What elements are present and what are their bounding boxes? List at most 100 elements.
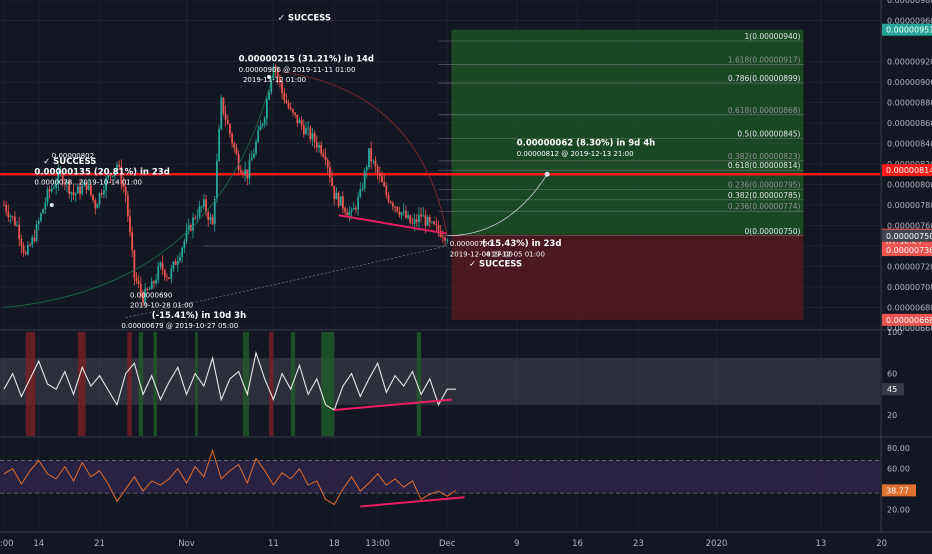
rsi-current-badge [882,383,904,396]
candle-body [400,212,403,216]
candle-body [315,141,318,148]
candle-body [389,201,392,204]
candle-body [29,245,31,246]
candle-body [172,261,175,269]
candle-body [163,270,166,277]
rsi-band [0,358,880,405]
candle-body [246,169,249,179]
candle-body [372,160,375,162]
candle-body [415,219,418,223]
candle-body [7,211,10,218]
candle-body [270,78,273,93]
candle-body [287,102,290,108]
date-axis-tick: 9 [514,539,519,549]
date-axis-tick: 2020 [706,539,728,549]
candle-body [96,204,99,209]
candle-body [5,205,8,212]
candle-body [168,277,171,279]
oscillator-axis-tick: 80.00 [887,444,910,453]
fib-level-label: 0.618(0.00000868) [728,106,801,115]
candle-body [365,167,368,171]
price-badge [882,229,932,242]
candle-body [153,281,155,284]
candle-body [200,206,203,208]
candle-body [9,216,12,218]
candle-body [437,225,440,231]
candle-body [224,113,227,120]
candle-body [289,107,292,110]
price-axis-tick: 0.00000800 [887,181,932,190]
candle-body [218,128,220,161]
candle-body [146,288,149,290]
price-badge-label: 0.00000668 [886,316,932,325]
candle-body [131,232,134,251]
candle-body [441,236,444,238]
candle-body [368,148,370,168]
candle-body [118,164,121,167]
candle-body [40,213,42,221]
trade-annotation: 0.00000812 @ 2019-12-13 21:00 [517,150,634,158]
candle-body [211,217,214,225]
candle-body [61,171,64,184]
candle-body [135,277,138,282]
candle-body [105,178,108,191]
rsi-axis-tick: 20 [887,411,897,420]
candle-body [292,109,294,113]
candle-body [328,167,331,178]
candle-body [159,262,162,267]
candle-body [157,266,160,281]
price-axis-tick: 0.00000720 [887,263,932,272]
candle-body [161,262,164,271]
fib-level-label: 0.382(0.00000823) [728,152,801,161]
candle-body [150,281,153,290]
candle-body [120,166,123,185]
candle-body [242,172,244,175]
price-axis-tick: 0.00000980 [887,0,932,5]
price-badge [882,164,932,177]
price-badge [882,313,932,326]
candle-body [16,224,18,226]
date-axis-tick: 23 [633,539,644,549]
trade-annotation: 0.0000078...2019-10-14 01:00 [34,179,142,187]
candle-body [109,174,112,176]
candle-body [324,156,327,160]
candle-body [244,169,247,175]
candle-body [26,245,29,255]
candle-body [216,160,218,200]
candle-body [257,130,260,142]
candle-body [307,127,310,129]
candle-body [148,289,151,291]
candle-body [370,148,373,162]
candle-body [344,208,346,213]
rsi-current-label: 45 [887,385,897,394]
oscillator-current-badge [882,484,916,497]
candle-body [207,212,210,220]
trade-annotation: ✓ SUCCESS [43,157,96,167]
candle-body [394,206,396,208]
candle-body [100,193,103,195]
rsi-signal-stripe [195,332,198,436]
candle-body [335,192,338,200]
candle-body [357,196,360,210]
fib-level-label: 0(0.00000750) [745,227,801,236]
oscillator-axis-tick: 20.00 [887,506,910,515]
candle-body [57,171,60,184]
price-axis-tick: 0.00000660 [887,324,932,333]
candle-body [446,240,449,242]
candle-body [409,215,412,224]
candle-body [63,183,66,185]
candle-body [74,193,77,196]
date-axis-tick: 16 [572,539,583,549]
price-badge-label: 0.00000736 [886,246,932,255]
trade-annotation: 019-12-05 01:00 [486,250,545,258]
candle-body [352,208,355,210]
price-badge-label: 01:35:57 [886,239,922,248]
price-axis-tick: 0.00000680 [887,304,932,313]
candle-body [18,224,21,239]
candle-body [424,215,427,226]
long-target-zone [451,29,804,235]
candle-body [305,128,307,135]
candle-body [431,221,433,223]
